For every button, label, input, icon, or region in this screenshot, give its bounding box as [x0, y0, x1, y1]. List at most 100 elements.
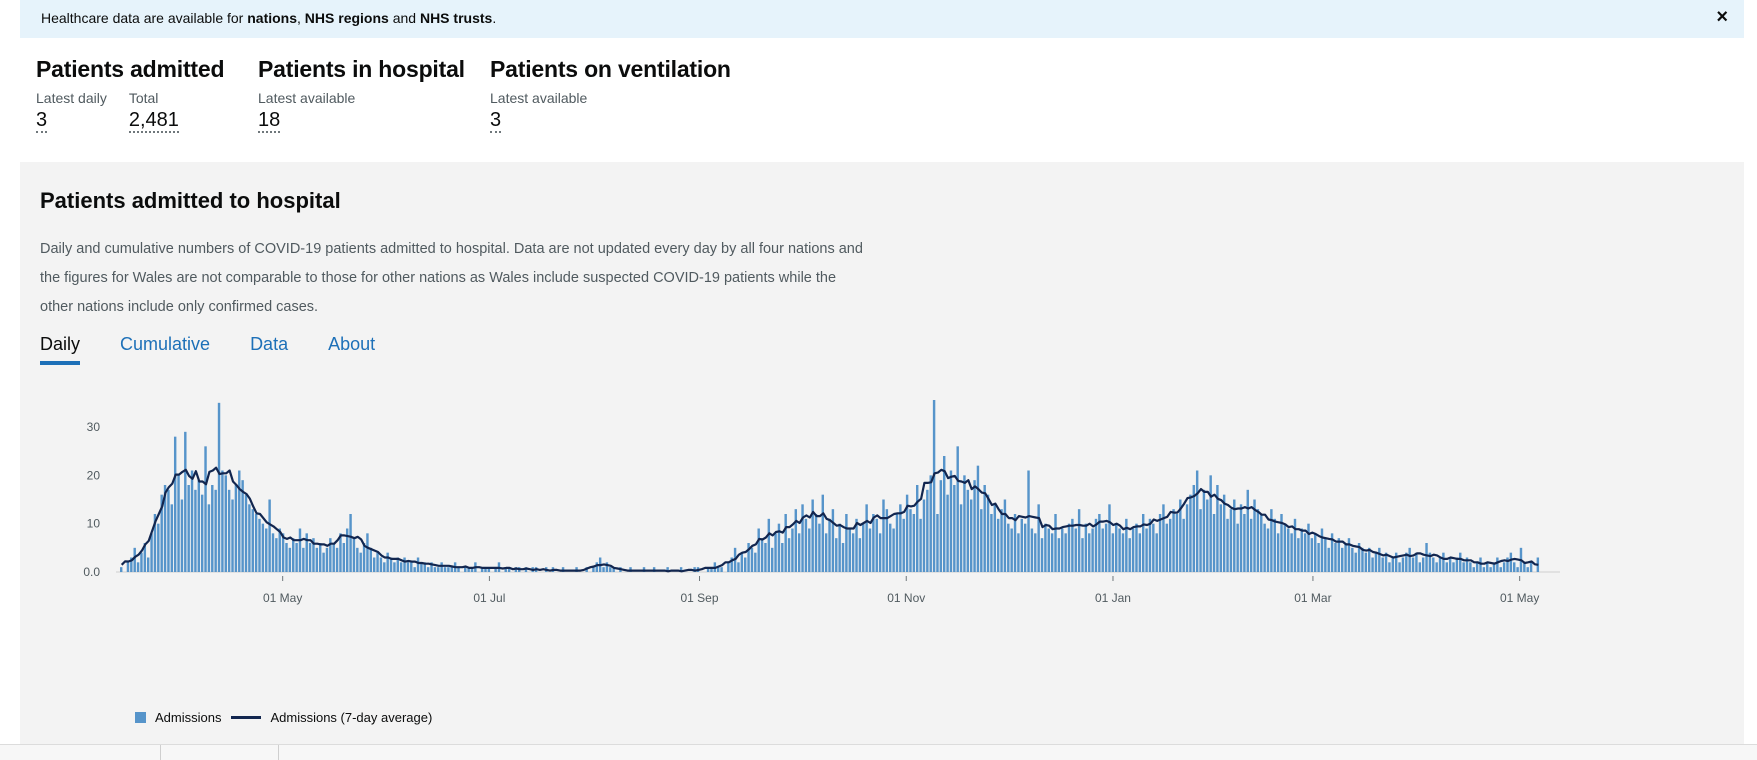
- bar-admissions: [1131, 528, 1135, 572]
- bar-admissions: [1425, 543, 1428, 572]
- bar-admissions: [1381, 557, 1384, 572]
- bar-admissions: [754, 552, 757, 572]
- bar-admissions: [389, 557, 393, 572]
- bar-admissions: [858, 538, 862, 572]
- legend-item-admissions[interactable]: Admissions: [135, 710, 221, 725]
- metric-value[interactable]: 18: [258, 109, 281, 133]
- bar-admissions: [1175, 514, 1179, 572]
- card-description: Daily and cumulative numbers of COVID-19…: [40, 241, 863, 315]
- bar-admissions: [184, 431, 187, 572]
- bar-admissions: [828, 518, 831, 572]
- bar-admissions: [1047, 528, 1050, 572]
- bar-admissions: [831, 509, 835, 572]
- bar-admissions: [1125, 518, 1128, 572]
- metric-value[interactable]: 2,481: [128, 109, 179, 133]
- bar-admissions: [1148, 518, 1152, 572]
- bar-admissions: [1135, 523, 1138, 572]
- metric-total: Total 2,481: [128, 90, 179, 133]
- bar-admissions: [986, 494, 990, 572]
- bar-admissions: [1017, 533, 1020, 572]
- bar-admissions: [335, 547, 339, 572]
- bar-admissions: [1226, 518, 1229, 572]
- bar-admissions: [1010, 528, 1013, 572]
- admissions-chart[interactable]: 0.0 10 20 30 01 May 01 Jul 01 Sep 01 Nov 01 Jan 0…: [20, 398, 1744, 630]
- bar-admissions: [814, 514, 818, 572]
- bar-admissions: [150, 533, 153, 572]
- tab-about[interactable]: About: [328, 334, 376, 354]
- bar-admissions: [1300, 528, 1303, 572]
- bar-admissions: [345, 528, 349, 572]
- bar-admissions: [1273, 518, 1276, 572]
- bar-admissions: [875, 518, 878, 572]
- bar-admissions: [1222, 494, 1226, 572]
- metric-latest-available: Latest available 18: [258, 90, 355, 133]
- bar-admissions: [1462, 562, 1465, 572]
- banner-link-nations[interactable]: nations: [247, 10, 298, 26]
- bar-admissions: [200, 494, 204, 572]
- bar-admissions: [278, 528, 281, 572]
- legend-label: Admissions: [155, 710, 222, 725]
- metric-label: Latest daily: [36, 90, 107, 106]
- metric-label: Total: [128, 90, 159, 106]
- bar-admissions: [211, 485, 214, 572]
- bar-admissions: [1094, 518, 1098, 572]
- bar-admissions: [1469, 562, 1472, 572]
- bar-admissions: [983, 485, 986, 572]
- tab-daily[interactable]: Daily: [40, 334, 81, 365]
- banner-link-nhs-trusts[interactable]: NHS trusts: [419, 10, 493, 26]
- bar-admissions: [1455, 557, 1459, 572]
- bar-admissions: [342, 543, 346, 572]
- bar-admissions: [595, 562, 599, 572]
- bar-admissions: [339, 533, 342, 572]
- bar-admissions: [369, 547, 373, 572]
- bar-admissions: [393, 562, 396, 572]
- info-banner: Healthcare data are available for nation…: [20, 0, 1744, 38]
- metric-value[interactable]: 3: [490, 109, 502, 133]
- banner-link-nhs-regions[interactable]: NHS regions: [304, 10, 389, 26]
- bar-admissions: [764, 543, 767, 572]
- bar-admissions: [996, 518, 1000, 572]
- bar-admissions: [372, 557, 376, 572]
- bar-admissions: [760, 538, 764, 572]
- bar-admissions: [1371, 557, 1374, 572]
- bar-admissions: [969, 499, 973, 572]
- bar-admissions: [1172, 509, 1175, 572]
- bar-admissions: [794, 509, 798, 572]
- bar-admissions: [1182, 518, 1185, 572]
- tab-cumulative[interactable]: Cumulative: [120, 334, 211, 354]
- bar-admissions: [855, 518, 858, 572]
- legend-item-average[interactable]: Admissions (7-day average): [231, 710, 432, 725]
- x-tick-label: 01 Mar: [1294, 591, 1331, 605]
- bar-admissions: [292, 538, 295, 572]
- bar-admissions: [1138, 533, 1142, 572]
- bar-admissions: [362, 543, 366, 572]
- bar-admissions: [1246, 489, 1249, 572]
- x-tick-label: 01 Sep: [680, 591, 718, 605]
- bar-admissions: [167, 489, 170, 572]
- bar-admissions: [470, 567, 474, 572]
- metric-value[interactable]: 3: [36, 109, 48, 133]
- bar-admissions: [1361, 547, 1364, 572]
- bar-admissions: [791, 528, 794, 572]
- bar-admissions: [146, 557, 150, 572]
- bar-admissions: [194, 489, 197, 572]
- bar-admissions: [919, 518, 922, 572]
- bar-admissions: [862, 523, 865, 572]
- headline-title: Patients on ventilation: [490, 56, 731, 82]
- bar-admissions: [1061, 528, 1064, 572]
- card-title: Patients admitted to hospital: [40, 188, 341, 213]
- tab-data[interactable]: Data: [250, 334, 289, 354]
- bar-admissions: [231, 499, 234, 572]
- close-icon[interactable]: ×: [1716, 6, 1728, 28]
- bar-admissions: [835, 538, 838, 572]
- bar-admissions: [787, 538, 791, 572]
- bar-admissions: [757, 528, 760, 572]
- bar-admissions: [990, 514, 993, 572]
- bar-admissions: [770, 547, 774, 572]
- bar-admissions: [319, 543, 322, 572]
- bar-admissions: [332, 543, 335, 572]
- bar-admissions: [140, 552, 143, 572]
- bar-admissions: [379, 557, 383, 572]
- bar-admissions: [808, 528, 811, 572]
- bar-admissions: [305, 533, 308, 572]
